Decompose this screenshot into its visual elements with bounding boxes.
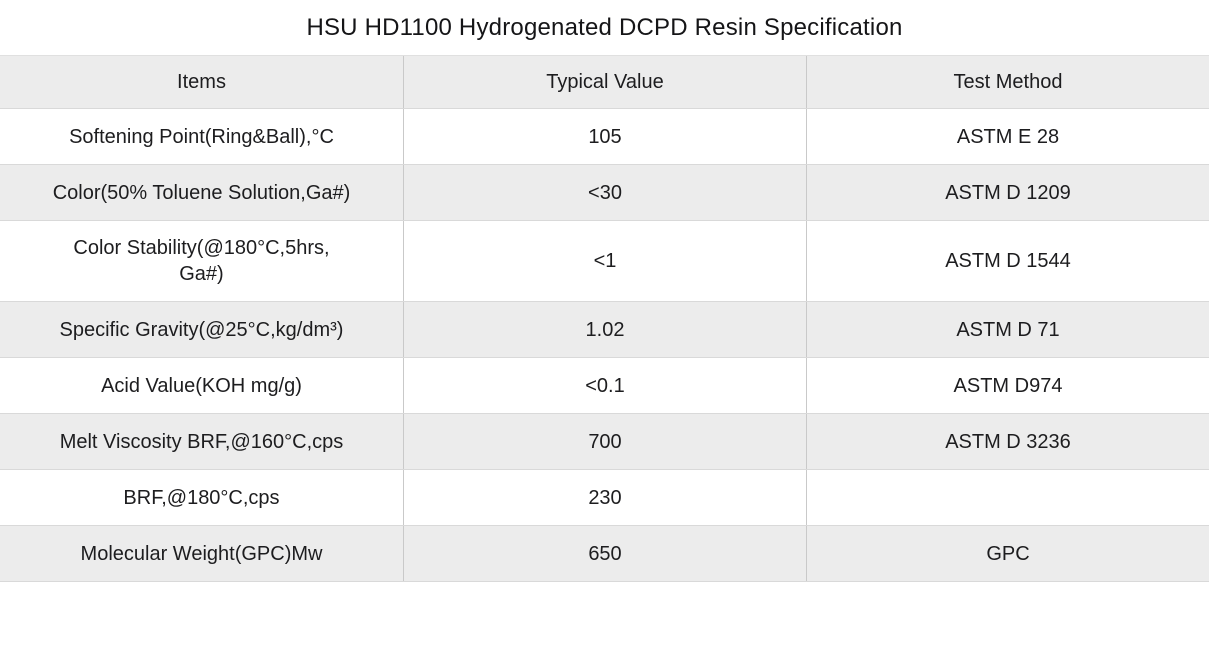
method-cell: ASTM D 1209 — [806, 165, 1209, 220]
column-header-items: Items — [177, 71, 226, 93]
value-cell: 230 — [403, 470, 806, 525]
value-cell: 650 — [403, 526, 806, 581]
column-header-typical-value: Typical Value — [403, 56, 806, 108]
value-cell: <30 — [403, 165, 806, 220]
method-cell — [806, 470, 1209, 525]
table-row: Acid Value(KOH mg/g) <0.1 ASTM D974 — [0, 357, 1209, 413]
item-cell: Color Stability(@180°C,5hrs, Ga#) — [73, 237, 330, 285]
method-cell: ASTM E 28 — [806, 109, 1209, 164]
method-cell: ASTM D 3236 — [806, 414, 1209, 469]
table-row: Color(50% Toluene Solution,Ga#) <30 ASTM… — [0, 164, 1209, 220]
column-header-test-method: Test Method — [806, 56, 1209, 108]
value-cell: 1.02 — [403, 302, 806, 357]
method-cell: ASTM D 71 — [806, 302, 1209, 357]
value-cell: 105 — [403, 109, 806, 164]
table-row: Softening Point(Ring&Ball),°C 105 ASTM E… — [0, 108, 1209, 164]
value-cell: 700 — [403, 414, 806, 469]
method-cell: GPC — [806, 526, 1209, 581]
title-band: HSU HD1100 Hydrogenated DCPD Resin Speci… — [0, 0, 1209, 55]
item-cell: Color(50% Toluene Solution,Ga#) — [52, 181, 351, 204]
table-row: BRF,@180°C,cps 230 — [0, 469, 1209, 525]
value-cell: <1 — [403, 221, 806, 301]
table-row: Melt Viscosity BRF,@160°C,cps 700 ASTM D… — [0, 413, 1209, 469]
value-cell: <0.1 — [403, 358, 806, 413]
specification-table: Items Typical Value Test Method Softenin… — [0, 55, 1209, 582]
table-header-row: Items Typical Value Test Method — [0, 56, 1209, 108]
method-cell: ASTM D 1544 — [806, 221, 1209, 301]
item-cell: Melt Viscosity BRF,@160°C,cps — [59, 430, 344, 453]
method-cell: ASTM D974 — [806, 358, 1209, 413]
item-cell: Softening Point(Ring&Ball),°C — [69, 125, 334, 148]
table-row: Specific Gravity(@25°C,kg/dm³) 1.02 ASTM… — [0, 301, 1209, 357]
item-cell: Acid Value(KOH mg/g) — [101, 374, 302, 397]
table-row: Color Stability(@180°C,5hrs, Ga#) <1 AST… — [0, 220, 1209, 301]
item-cell: Specific Gravity(@25°C,kg/dm³) — [59, 318, 344, 341]
item-cell: Molecular Weight(GPC)Mw — [80, 542, 323, 565]
page-title: HSU HD1100 Hydrogenated DCPD Resin Speci… — [306, 13, 903, 41]
item-cell: BRF,@180°C,cps — [123, 486, 280, 509]
table-row: Molecular Weight(GPC)Mw 650 GPC — [0, 525, 1209, 581]
